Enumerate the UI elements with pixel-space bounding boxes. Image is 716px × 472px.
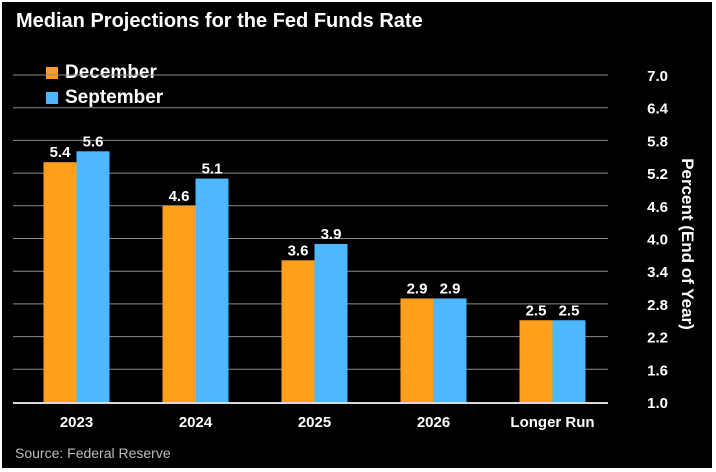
y-tick-label: 1.6 bbox=[647, 362, 668, 379]
y-tick-label: 7.0 bbox=[647, 68, 668, 85]
data-label: 4.6 bbox=[169, 188, 190, 205]
y-axis-title: Percent (End of Year) bbox=[678, 158, 697, 330]
chart-title: Median Projections for the Fed Funds Rat… bbox=[16, 10, 423, 32]
x-tick-label: 2026 bbox=[417, 414, 450, 431]
legend-label-september: September bbox=[65, 87, 164, 108]
y-tick-label: 5.2 bbox=[647, 166, 668, 183]
y-tick-label: 1.0 bbox=[647, 395, 668, 412]
legend-swatch-september bbox=[46, 92, 58, 104]
x-tick-label: 2023 bbox=[60, 414, 93, 431]
chart-frame: Median Projections for the Fed Funds Rat… bbox=[2, 2, 712, 468]
legend-swatch-december bbox=[46, 67, 58, 79]
bar-chart: 1.0 1.6 2.2 2.8 3.4 4.0 4.6 5.2 5.8 6.4 7.0 Percent… bbox=[13, 68, 697, 431]
data-label: 2.5 bbox=[526, 302, 547, 319]
legend-item-september: September bbox=[46, 87, 163, 109]
bar-december bbox=[400, 298, 434, 402]
y-tick-label: 2.2 bbox=[647, 330, 668, 347]
bar-september bbox=[552, 320, 586, 402]
y-tick-label: 2.8 bbox=[647, 297, 668, 314]
y-tick-label: 4.6 bbox=[647, 199, 668, 216]
data-label: 2.9 bbox=[407, 280, 428, 297]
data-label: 5.6 bbox=[83, 133, 104, 150]
legend-item-december: December bbox=[46, 62, 157, 84]
bar-december bbox=[43, 162, 77, 402]
x-tick-label: Longer Run bbox=[510, 414, 594, 431]
bar-december bbox=[162, 205, 196, 402]
data-label: 3.9 bbox=[321, 226, 342, 243]
bar-september bbox=[433, 298, 467, 402]
bar-september bbox=[314, 243, 348, 402]
x-tick-label: 2024 bbox=[179, 414, 213, 431]
y-tick-label: 6.4 bbox=[647, 101, 669, 118]
bar-september bbox=[76, 151, 110, 402]
data-label: 2.5 bbox=[559, 302, 580, 319]
legend-label-december: December bbox=[65, 62, 157, 83]
y-tick-label: 3.4 bbox=[647, 264, 669, 281]
y-tick-label: 4.0 bbox=[647, 232, 668, 249]
bar-december bbox=[281, 260, 315, 402]
y-tick-label: 5.8 bbox=[647, 133, 668, 150]
data-label: 3.6 bbox=[288, 242, 309, 259]
bar-september bbox=[195, 178, 229, 402]
x-tick-label: 2025 bbox=[298, 414, 331, 431]
bar-december bbox=[519, 320, 553, 402]
source-note: Source: Federal Reserve bbox=[15, 445, 171, 461]
data-label: 5.1 bbox=[202, 161, 223, 178]
data-label: 2.9 bbox=[440, 280, 461, 297]
data-label: 5.4 bbox=[50, 144, 72, 161]
